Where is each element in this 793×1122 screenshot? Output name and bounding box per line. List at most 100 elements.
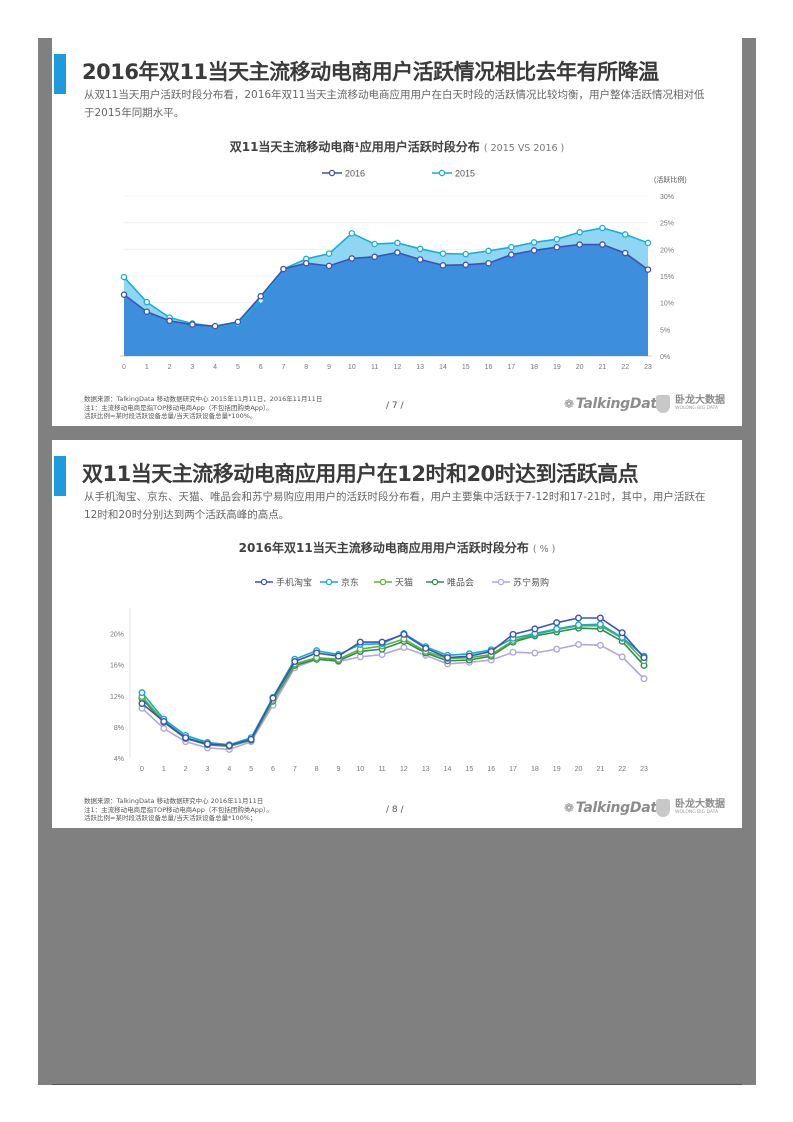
x-tick-label: 22 <box>621 364 629 371</box>
legend-marker-手机淘宝 <box>260 578 268 586</box>
data-point-手机淘宝 <box>160 717 168 725</box>
legend-marker-唯品会 <box>431 578 439 586</box>
x-tick-label: 7 <box>282 364 286 371</box>
data-point-2016 <box>644 266 652 273</box>
data-point-苏宁易购 <box>531 649 539 657</box>
series-line-2016 <box>123 243 649 327</box>
y-tick-label: 20% <box>660 247 674 254</box>
data-point-苏宁易购 <box>618 653 626 661</box>
data-point-2015 <box>462 250 469 258</box>
x-tick-label: 18 <box>530 364 538 371</box>
x-tick-label: 10 <box>356 766 364 773</box>
legend-label: 苏宁易购 <box>513 577 549 588</box>
data-point-2015 <box>621 231 629 238</box>
data-point-苏宁易购 <box>400 644 408 652</box>
data-point-2016 <box>325 262 333 270</box>
chart-title: 2016年双11当天主流移动电商应用用户活跃时段分布 ( % ) <box>52 539 742 556</box>
x-tick-label: 5 <box>236 364 240 371</box>
legend-label: 手机淘宝 <box>276 577 312 588</box>
data-point-2016 <box>576 241 583 248</box>
data-point-手机淘宝 <box>225 742 233 750</box>
x-tick-label: 15 <box>462 364 470 371</box>
x-tick-label: 6 <box>271 766 275 773</box>
data-point-2016 <box>530 247 538 254</box>
x-tick-label: 9 <box>336 766 340 773</box>
data-point-手机淘宝 <box>509 630 517 638</box>
legend-marker-2016 <box>328 169 336 177</box>
data-point-2015 <box>553 235 561 243</box>
wolong-en-text: WOLONG BIG DATA <box>675 406 719 411</box>
data-point-手机淘宝 <box>596 614 604 622</box>
series-line-苏宁易购 <box>141 643 645 751</box>
chart-title-text: 2016年双11当天主流移动电商应用用户活跃时段分布 <box>238 541 529 555</box>
data-point-2016 <box>348 255 356 262</box>
wolong-logo: 卧龙大数据 WOLONG BIG DATA <box>656 395 725 413</box>
x-tick-label: 19 <box>553 766 561 773</box>
x-tick-label: 23 <box>640 766 648 773</box>
series-line-手机淘宝 <box>141 617 645 747</box>
footnote-formula: 活跃比例=某时段活跃设备总量/当天活跃设备总量*100%。 <box>84 412 257 420</box>
data-point-2015 <box>325 250 333 257</box>
footnotes: 数据来源：TalkingData 移动数据研究中心 2015年11月11日，20… <box>84 395 322 421</box>
shield-icon <box>656 395 670 413</box>
slide-description: 从双11当天用户活跃时段分布看，2016年双11当天主流移动电商应用用户在白天时… <box>84 89 705 119</box>
data-point-手机淘宝 <box>334 652 342 660</box>
x-tick-label: 8 <box>304 364 308 371</box>
y-tick-label: 10% <box>660 301 674 308</box>
data-point-手机淘宝 <box>487 647 495 655</box>
x-tick-label: 12 <box>393 364 401 371</box>
x-tick-label: 20 <box>575 766 583 773</box>
x-tick-label: 4 <box>227 766 231 773</box>
y-tick-label: 5% <box>660 327 670 334</box>
talkingdata-text: TalkingData <box>575 396 666 412</box>
data-point-京东 <box>575 621 583 629</box>
data-point-手机淘宝 <box>422 644 430 652</box>
wolong-logo: 卧龙大数据 WOLONG BIG DATA <box>656 799 725 817</box>
footnote-note: 注1：主流移动电商是指TOP移动电商App（不包括团购类App）。 <box>84 403 273 412</box>
data-point-2016 <box>394 249 401 256</box>
data-point-手机淘宝 <box>640 654 648 662</box>
x-tick-label: 2 <box>184 766 188 773</box>
data-point-2015 <box>508 243 515 251</box>
page-number: / 8 / <box>386 805 404 815</box>
data-point-手机淘宝 <box>575 614 583 622</box>
data-point-手机淘宝 <box>138 700 146 708</box>
legend-marker-天猫 <box>379 578 387 586</box>
y-tick-label: 12% <box>110 694 124 701</box>
y-tick-label: 15% <box>660 274 674 281</box>
legend-label: 2016 <box>345 169 365 179</box>
page-number: / 7 / <box>386 401 404 411</box>
data-point-2016 <box>485 259 492 267</box>
line-chart: 4%8%12%16%20%0 1 2 3 4 5 6 7 8 9 10 11 12 13 14 15 16 17 1… <box>110 577 648 774</box>
data-point-手机淘宝 <box>291 658 299 666</box>
x-tick-label: 10 <box>348 364 356 371</box>
chart-title-text: 双11当天主流移动电商¹应用用户活跃时段分布 <box>229 140 480 154</box>
footnotes: 数据来源：TalkingData 移动数据研究中心 2016年11月11日 注1… <box>84 797 273 823</box>
legend-label: 京东 <box>341 577 359 588</box>
legend-marker-京东 <box>325 578 333 586</box>
data-point-手机淘宝 <box>618 629 626 637</box>
wolong-cn-text: 卧龙大数据 <box>675 395 725 406</box>
wolong-en-text: WOLONG BIG DATA <box>675 810 719 815</box>
data-point-2015 <box>485 247 492 255</box>
data-point-2016 <box>439 262 447 269</box>
data-point-苏宁易购 <box>509 648 517 656</box>
data-point-2015 <box>371 240 378 248</box>
slide-description: 从手机淘宝、京东、天猫、唯品会和苏宁易购应用用户的活跃时段分布看，用户主要集中活… <box>84 491 706 521</box>
data-point-2015 <box>439 250 447 257</box>
talkingdata-icon: ❁ <box>564 801 574 815</box>
data-point-2016 <box>280 265 287 273</box>
slide-page-8: 双11当天主流移动电商应用用户在12时和20时达到活跃高点 从手机淘宝、京东、天… <box>52 440 742 828</box>
slide-title: 2016年双11当天主流移动电商用户活跃情况相比去年有所降温 <box>82 60 659 84</box>
data-point-2015 <box>394 239 401 247</box>
data-point-京东 <box>138 689 146 697</box>
data-point-2015 <box>644 239 652 247</box>
x-tick-label: 11 <box>378 766 385 773</box>
data-point-手机淘宝 <box>400 630 408 638</box>
y-tick-label: 30% <box>660 194 674 201</box>
legend-label: 唯品会 <box>447 577 474 588</box>
x-tick-label: 17 <box>507 364 515 371</box>
x-tick-label: 7 <box>293 766 297 773</box>
data-point-2015 <box>530 239 538 246</box>
legend-marker-2015 <box>438 169 446 177</box>
